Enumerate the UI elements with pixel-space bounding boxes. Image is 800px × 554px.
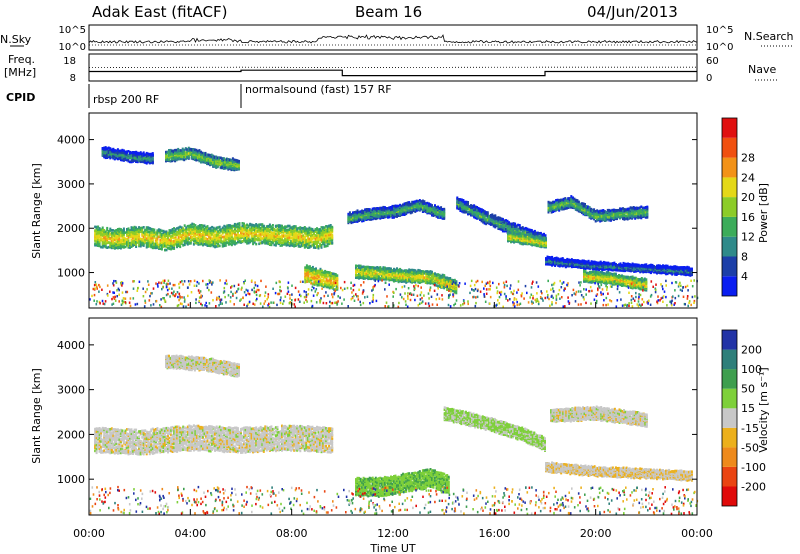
power-cell xyxy=(321,246,323,249)
freq-tick-bottom: 8 xyxy=(70,73,76,84)
power-cell xyxy=(239,222,241,225)
radar-summary-plot: Adak East (fitACF) Beam 16 04/Jun/2013 N… xyxy=(0,0,800,554)
nsky-tick-bottom: 10^0 xyxy=(59,42,86,53)
nsearch-tick-top: 10^5 xyxy=(706,25,733,36)
power-cell xyxy=(519,224,521,227)
power-cell xyxy=(128,239,130,242)
cpid-segment-2: normalsound (fast) 157 RF xyxy=(245,83,392,96)
power-cell xyxy=(138,234,140,237)
power-cell xyxy=(443,274,445,277)
power-cell xyxy=(336,277,338,280)
cpid-label: CPID xyxy=(6,91,35,104)
beam-label: Beam 16 xyxy=(355,3,422,21)
power-cell xyxy=(336,281,338,284)
power-cell xyxy=(143,226,145,229)
nave-tick-top: 60 xyxy=(706,56,719,67)
power-cell xyxy=(106,227,108,230)
nsky-panel xyxy=(89,25,697,50)
power-cell xyxy=(255,243,257,246)
power-cell xyxy=(153,229,155,232)
power-cell xyxy=(272,224,274,227)
power-cell xyxy=(545,242,547,245)
freq-unit: [MHz] xyxy=(4,66,36,79)
nsearch-tick-bottom: 10^0 xyxy=(706,42,733,53)
nave-tick-bottom: 0 xyxy=(706,73,712,84)
nsearch-label: N.Search xyxy=(744,30,794,43)
power-cell xyxy=(336,274,338,277)
nsky-trace xyxy=(89,35,697,46)
freq-tick-top: 18 xyxy=(63,56,76,67)
station-title: Adak East (fitACF) xyxy=(92,3,227,21)
power-cell xyxy=(219,226,221,229)
power-cell xyxy=(545,237,547,240)
power-cell xyxy=(494,214,496,217)
nave-label: Nave xyxy=(748,63,776,76)
power-cell xyxy=(123,228,125,231)
cpid-segment-1: rbsp 200 RF xyxy=(93,93,159,106)
freq-label: Freq. xyxy=(8,53,35,66)
power-cell xyxy=(207,225,209,228)
freq-panel xyxy=(89,54,697,81)
power-cell xyxy=(225,244,227,247)
freq-trace xyxy=(89,70,697,75)
power-cell xyxy=(331,226,333,229)
power-cell xyxy=(179,246,181,249)
power-cell xyxy=(331,234,333,237)
power-cell xyxy=(102,227,104,230)
power-cell xyxy=(545,234,547,237)
power-cell xyxy=(219,245,221,248)
power-cell xyxy=(443,208,445,211)
power-cell xyxy=(455,292,457,295)
power-cell xyxy=(467,201,469,204)
power-cell xyxy=(331,242,333,245)
nsky-tick-top: 10^5 xyxy=(59,25,86,36)
power-cell xyxy=(487,211,489,214)
nsky-label: N.Sky xyxy=(0,33,32,46)
date-label: 04/Jun/2013 xyxy=(587,3,678,21)
